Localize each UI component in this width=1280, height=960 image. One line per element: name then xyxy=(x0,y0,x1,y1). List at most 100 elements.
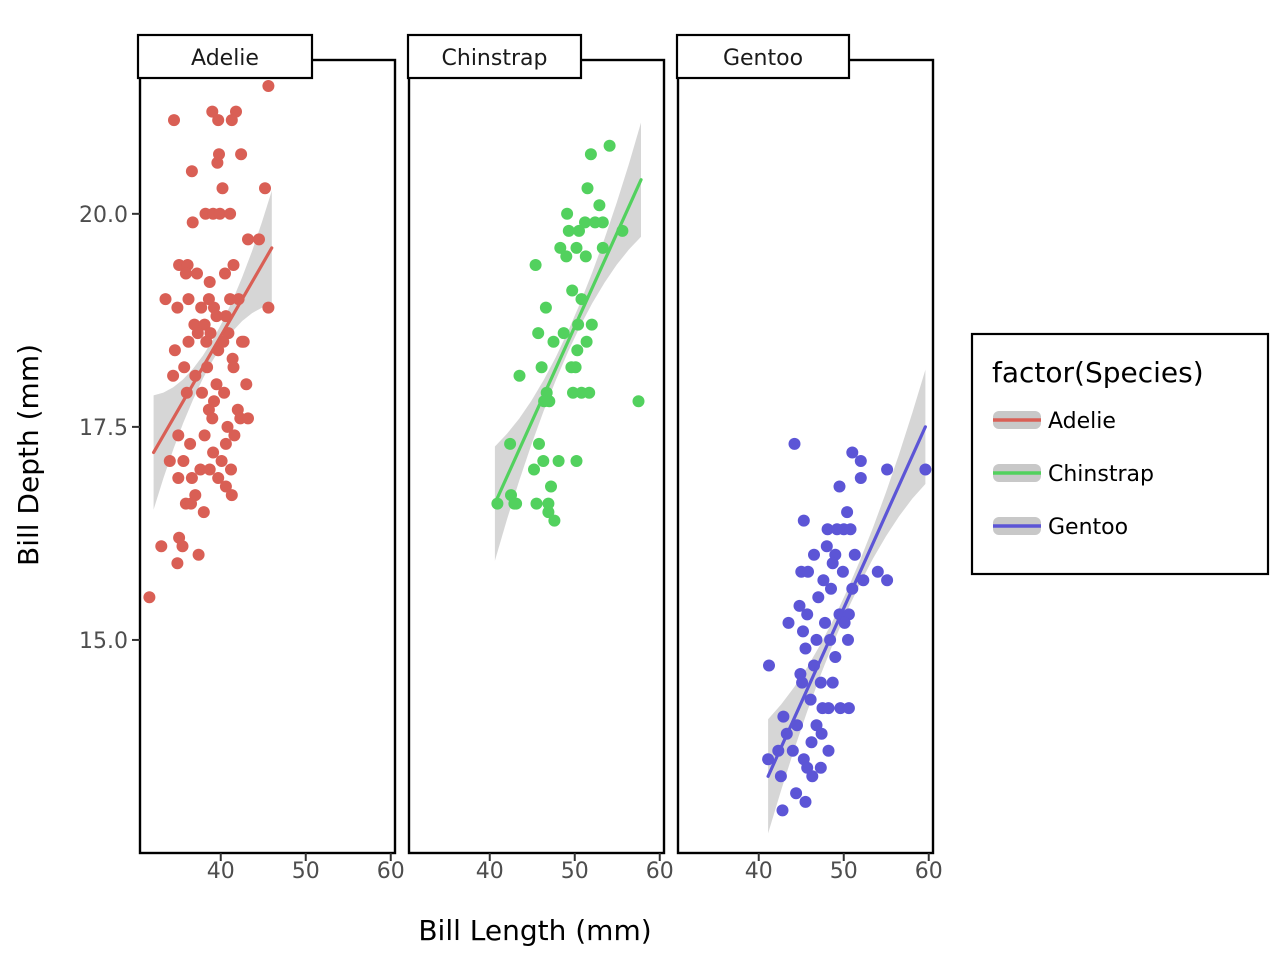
data-point xyxy=(571,344,584,357)
data-point xyxy=(919,463,932,476)
data-point xyxy=(774,770,787,783)
panel-border xyxy=(138,58,397,855)
data-point xyxy=(881,574,894,587)
data-point xyxy=(566,284,579,297)
data-point xyxy=(171,557,184,570)
legend-entries: Adelie Chinstrap Gentoo xyxy=(993,409,1154,540)
data-point xyxy=(838,616,851,629)
data-point xyxy=(815,727,828,740)
data-point xyxy=(155,540,168,553)
data-point xyxy=(581,182,594,195)
data-point xyxy=(857,574,870,587)
x-tick-label: 60 xyxy=(646,859,674,884)
data-point xyxy=(532,327,545,340)
data-point xyxy=(224,207,237,220)
data-point xyxy=(848,548,861,561)
data-point xyxy=(805,736,818,749)
data-point xyxy=(554,241,567,254)
data-point xyxy=(812,591,825,604)
data-point xyxy=(504,437,517,450)
data-point xyxy=(227,361,240,374)
data-point xyxy=(825,582,837,595)
x-tick-label: 40 xyxy=(207,859,235,884)
data-point xyxy=(192,548,205,561)
points-adelie xyxy=(143,80,275,604)
data-point xyxy=(491,497,504,510)
data-point xyxy=(219,437,232,450)
data-point xyxy=(844,523,857,536)
data-point xyxy=(797,625,809,638)
data-point xyxy=(168,344,181,357)
fit-line xyxy=(152,246,274,455)
data-point xyxy=(167,369,180,382)
data-point xyxy=(179,267,192,280)
data-point xyxy=(197,506,210,519)
data-point xyxy=(810,633,823,646)
data-point xyxy=(159,293,172,306)
data-point xyxy=(542,497,555,510)
y-tick-label: 15.0 xyxy=(79,629,128,654)
data-point xyxy=(210,378,223,391)
x-tick-label: 40 xyxy=(476,859,504,884)
data-point xyxy=(253,233,265,246)
data-point xyxy=(182,293,195,306)
data-point xyxy=(185,165,198,178)
strip-label: Chinstrap xyxy=(442,46,548,71)
data-point xyxy=(218,386,231,399)
data-point xyxy=(580,335,593,348)
points-gentoo xyxy=(762,437,932,817)
data-point xyxy=(535,361,548,374)
x-axis-title: Bill Length (mm) xyxy=(418,914,651,947)
data-point xyxy=(215,455,228,467)
data-point xyxy=(836,565,849,578)
legend-title: factor(Species) xyxy=(992,356,1204,389)
data-point xyxy=(834,702,847,715)
data-point xyxy=(172,429,185,442)
x-tick-label: 60 xyxy=(377,859,405,884)
data-point xyxy=(575,386,588,399)
data-point xyxy=(213,207,226,220)
data-point xyxy=(819,616,831,629)
legend-label: Gentoo xyxy=(1048,515,1128,540)
data-point xyxy=(833,480,846,493)
data-point xyxy=(185,472,198,484)
data-point xyxy=(533,437,545,450)
y-tick-label: 20.0 xyxy=(79,203,128,228)
data-point xyxy=(801,608,814,621)
data-point xyxy=(186,216,199,229)
data-point xyxy=(814,676,827,689)
data-point xyxy=(182,335,195,348)
data-point xyxy=(172,472,185,484)
data-point xyxy=(194,463,207,476)
data-point xyxy=(569,361,582,374)
data-point xyxy=(762,753,775,766)
strip-label: Gentoo xyxy=(723,46,803,71)
panel-chinstrap: Chinstrap 40 50 60 xyxy=(406,33,674,884)
data-point xyxy=(235,148,248,161)
panel-adelie: Adelie 40 50 60 xyxy=(136,33,405,884)
data-point xyxy=(537,455,550,467)
data-point xyxy=(776,804,789,817)
data-point xyxy=(171,301,184,314)
data-point xyxy=(782,616,795,629)
data-point xyxy=(806,770,819,783)
data-point xyxy=(545,480,557,493)
fit-line xyxy=(493,178,643,506)
data-point xyxy=(143,591,156,604)
data-point xyxy=(198,429,211,442)
data-point xyxy=(191,327,204,340)
data-point xyxy=(216,182,229,195)
data-point xyxy=(596,216,609,229)
data-point xyxy=(207,446,220,459)
data-point xyxy=(203,276,216,288)
data-point xyxy=(841,506,854,519)
data-point xyxy=(262,80,275,92)
data-point xyxy=(200,335,213,348)
data-point xyxy=(184,437,197,450)
legend: factor(Species) Adelie Chinstrap Gentoo xyxy=(970,332,1270,576)
data-point xyxy=(542,506,555,519)
data-point xyxy=(820,540,833,553)
data-point xyxy=(786,744,799,757)
data-point xyxy=(195,301,208,314)
data-point xyxy=(881,463,894,476)
